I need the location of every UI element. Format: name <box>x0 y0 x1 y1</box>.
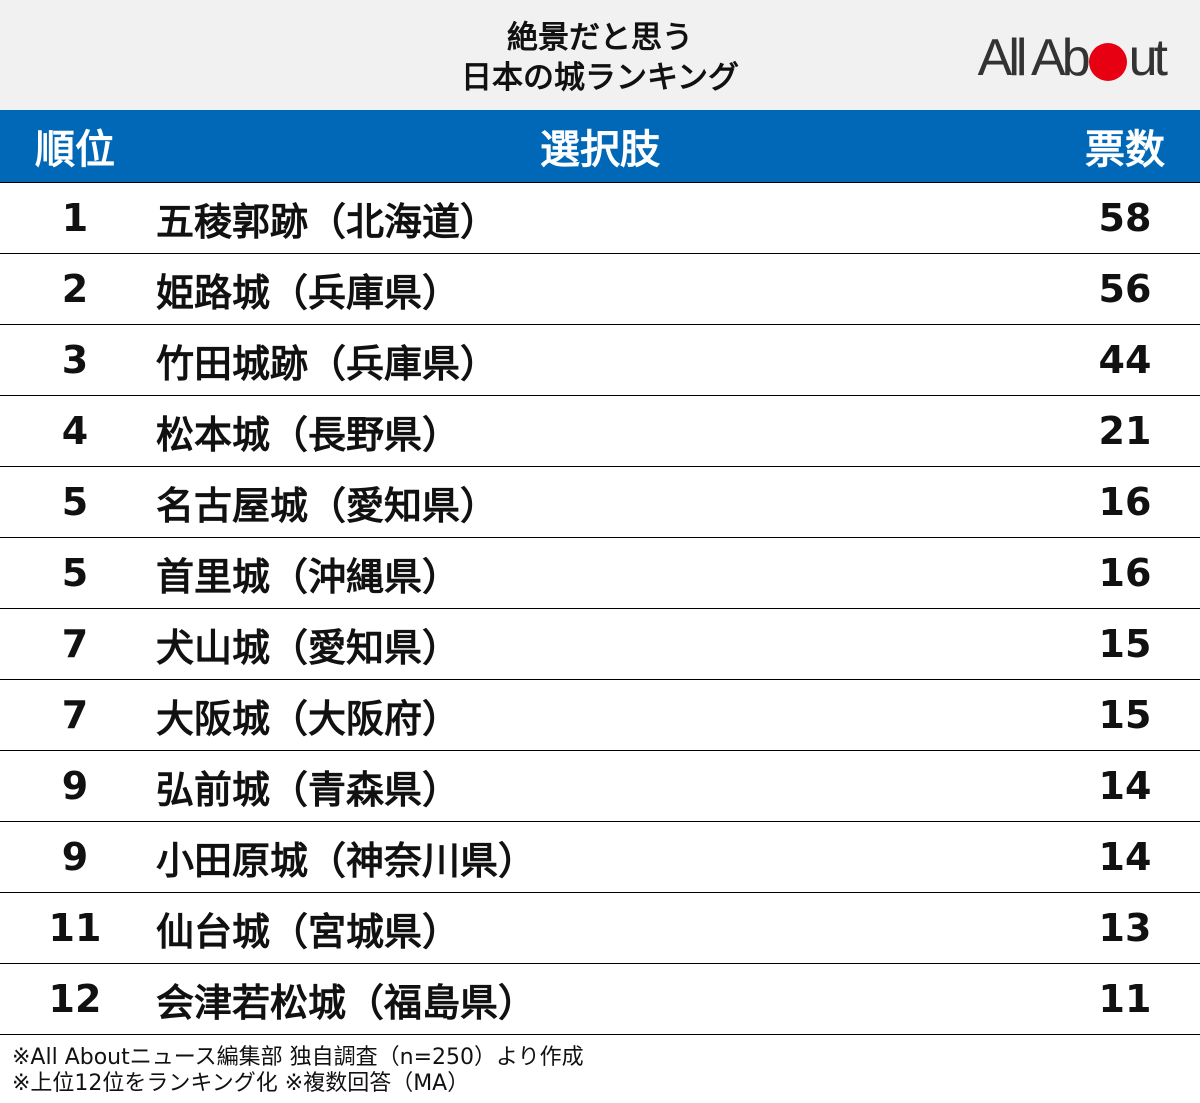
rank-cell: 3 <box>61 338 89 382</box>
column-header-choice: 選択肢 <box>540 127 660 173</box>
allabout-logo: All Ab ut <box>977 29 1168 87</box>
table-row: 4 松本城（長野県） 21 <box>0 396 1200 467</box>
rank-cell: 9 <box>61 835 89 879</box>
choice-cell: 会津若松城（福島県） <box>156 980 537 1025</box>
logo-text-left: All Ab <box>977 29 1091 87</box>
table-body: 1 五稜郭跡（北海道） 58 2 姫路城（兵庫県） 56 3 竹田城跡（兵庫県） 44 4 松… <box>0 182 1200 1035</box>
table-row: 5 名古屋城（愛知県） 16 <box>0 467 1200 538</box>
footnote-method: ※上位12位をランキング化 ※複数回答（MA） <box>12 1071 470 1096</box>
footnotes: ※All Aboutニュース編集部 独自調査（n=250）より作成 ※上位12位… <box>0 1035 1200 1097</box>
rank-cell: 5 <box>61 551 89 595</box>
choice-cell: 竹田城跡（兵庫県） <box>156 341 499 386</box>
rank-cell: 9 <box>61 764 89 808</box>
rank-cell: 1 <box>61 196 89 240</box>
votes-cell: 44 <box>1098 338 1152 382</box>
votes-cell: 14 <box>1098 835 1152 879</box>
column-header-rank: 順位 <box>35 127 115 173</box>
votes-cell: 13 <box>1098 906 1152 950</box>
choice-cell: 弘前城（青森県） <box>156 767 461 812</box>
votes-cell: 56 <box>1098 267 1152 311</box>
table-row: 5 首里城（沖縄県） 16 <box>0 538 1200 609</box>
votes-cell: 16 <box>1098 551 1152 595</box>
table-header: 順位 選択肢 票数 <box>0 110 1200 182</box>
table-row: 2 姫路城（兵庫県） 56 <box>0 254 1200 325</box>
page-title: 絶景だと思う 日本の城ランキング <box>0 18 1200 98</box>
table-row: 11 仙台城（宮城県） 13 <box>0 893 1200 964</box>
rank-cell: 4 <box>61 409 89 453</box>
votes-cell: 11 <box>1098 977 1152 1021</box>
choice-cell: 首里城（沖縄県） <box>156 554 461 599</box>
votes-cell: 14 <box>1098 764 1152 808</box>
rank-cell: 7 <box>61 622 89 666</box>
choice-cell: 犬山城（愛知県） <box>156 625 461 670</box>
rank-cell: 7 <box>61 693 89 737</box>
choice-cell: 五稜郭跡（北海道） <box>156 199 499 244</box>
logo-text-right: ut <box>1128 29 1168 87</box>
footnote-source: ※All Aboutニュース編集部 独自調査（n=250）より作成 <box>12 1045 584 1070</box>
votes-cell: 58 <box>1098 196 1152 240</box>
logo-dot-icon <box>1088 43 1127 81</box>
table-row: 12 会津若松城（福島県） 11 <box>0 964 1200 1035</box>
column-header-votes: 票数 <box>1085 127 1165 173</box>
choice-cell: 大阪城（大阪府） <box>156 696 461 741</box>
rank-cell: 2 <box>61 267 89 311</box>
header: 絶景だと思う 日本の城ランキング All Ab ut <box>0 0 1200 110</box>
rank-cell: 5 <box>61 480 89 524</box>
votes-cell: 21 <box>1098 409 1152 453</box>
title-line-2: 日本の城ランキング <box>460 60 740 96</box>
choice-cell: 松本城（長野県） <box>156 412 461 457</box>
choice-cell: 仙台城（宮城県） <box>156 909 461 954</box>
rank-cell: 11 <box>48 906 102 950</box>
table-row: 1 五稜郭跡（北海道） 58 <box>0 183 1200 254</box>
table-row: 3 竹田城跡（兵庫県） 44 <box>0 325 1200 396</box>
votes-cell: 15 <box>1098 693 1152 737</box>
choice-cell: 小田原城（神奈川県） <box>156 838 537 883</box>
votes-cell: 16 <box>1098 480 1152 524</box>
choice-cell: 姫路城（兵庫県） <box>156 270 461 315</box>
table-row: 9 弘前城（青森県） 14 <box>0 751 1200 822</box>
choice-cell: 名古屋城（愛知県） <box>156 483 499 528</box>
table-row: 9 小田原城（神奈川県） 14 <box>0 822 1200 893</box>
table-row: 7 犬山城（愛知県） 15 <box>0 609 1200 680</box>
table-row: 7 大阪城（大阪府） 15 <box>0 680 1200 751</box>
rank-cell: 12 <box>48 977 102 1021</box>
title-line-1: 絶景だと思う <box>507 20 693 56</box>
votes-cell: 15 <box>1098 622 1152 666</box>
